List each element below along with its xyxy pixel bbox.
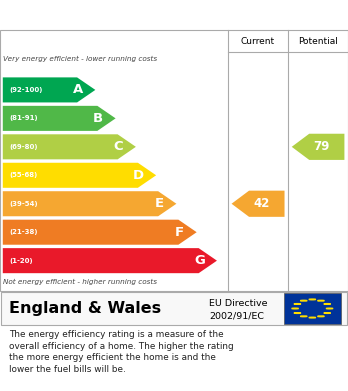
Text: (55-68): (55-68) — [9, 172, 37, 178]
Circle shape — [309, 299, 316, 300]
Polygon shape — [231, 191, 285, 217]
Polygon shape — [3, 220, 197, 245]
Text: C: C — [114, 140, 123, 153]
Text: 2002/91/EC: 2002/91/EC — [209, 311, 264, 320]
Text: A: A — [73, 83, 83, 97]
Polygon shape — [292, 134, 345, 160]
Circle shape — [309, 317, 316, 318]
Text: England & Wales: England & Wales — [9, 301, 161, 316]
Text: G: G — [194, 254, 205, 267]
Text: EU Directive: EU Directive — [209, 299, 267, 308]
Text: (81-91): (81-91) — [9, 115, 38, 121]
Text: (1-20): (1-20) — [9, 258, 33, 264]
Text: 79: 79 — [314, 140, 330, 153]
Circle shape — [300, 300, 307, 301]
Polygon shape — [3, 248, 217, 273]
Text: Energy Efficiency Rating: Energy Efficiency Rating — [9, 7, 211, 23]
Circle shape — [292, 308, 299, 309]
Text: (92-100): (92-100) — [9, 87, 42, 93]
Text: Potential: Potential — [298, 37, 338, 46]
Circle shape — [300, 316, 307, 317]
Polygon shape — [3, 134, 136, 160]
Text: (39-54): (39-54) — [9, 201, 38, 207]
Polygon shape — [3, 106, 116, 131]
Bar — [284, 293, 341, 324]
Circle shape — [318, 316, 324, 317]
Text: (21-38): (21-38) — [9, 229, 38, 235]
Polygon shape — [3, 163, 156, 188]
Text: D: D — [133, 169, 144, 182]
Text: F: F — [175, 226, 184, 239]
Polygon shape — [3, 77, 95, 102]
Text: The energy efficiency rating is a measure of the
overall efficiency of a home. T: The energy efficiency rating is a measur… — [9, 330, 233, 374]
Text: B: B — [93, 112, 103, 125]
Text: Current: Current — [241, 37, 275, 46]
Text: 42: 42 — [254, 197, 270, 210]
Circle shape — [318, 300, 324, 301]
Text: Not energy efficient - higher running costs: Not energy efficient - higher running co… — [3, 279, 158, 285]
Polygon shape — [3, 191, 176, 216]
Circle shape — [326, 308, 333, 309]
Text: E: E — [155, 197, 164, 210]
Text: (69-80): (69-80) — [9, 144, 38, 150]
Text: Very energy efficient - lower running costs: Very energy efficient - lower running co… — [3, 56, 158, 62]
